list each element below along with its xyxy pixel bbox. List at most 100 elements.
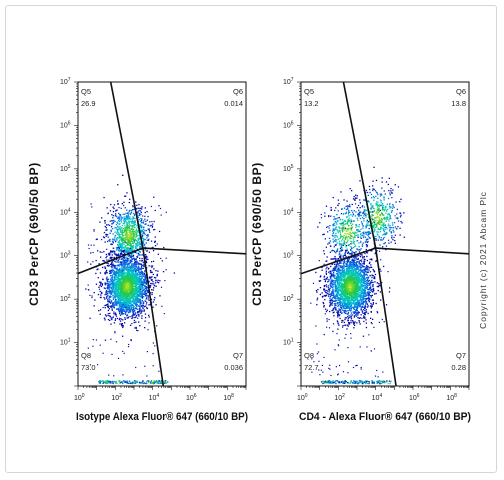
event-dot <box>163 246 165 249</box>
event-dot <box>107 309 109 312</box>
event-dot <box>134 223 136 225</box>
event-dot <box>140 311 142 313</box>
event-dot <box>125 239 127 241</box>
event-dot <box>105 304 107 306</box>
event-dot <box>127 289 129 292</box>
event-dot <box>120 228 122 230</box>
event-dot <box>351 203 353 206</box>
event-dot <box>99 344 101 346</box>
event-dot <box>335 244 337 246</box>
event-dot <box>146 289 149 292</box>
event-dot <box>121 302 123 304</box>
event-dot <box>124 257 126 260</box>
event-dot <box>380 237 382 239</box>
event-dot <box>160 381 162 384</box>
event-dot <box>109 302 112 304</box>
event-dot <box>142 293 145 295</box>
event-dot <box>388 230 391 232</box>
y-tick-label: 101 <box>60 338 71 347</box>
event-dot <box>85 288 87 290</box>
event-dot <box>360 234 362 236</box>
event-dot <box>127 238 129 241</box>
event-dot <box>128 285 130 287</box>
event-dot <box>90 263 92 265</box>
event-dot <box>335 264 338 266</box>
event-dot <box>148 381 150 384</box>
event-dot <box>113 207 115 210</box>
event-dot <box>107 285 109 287</box>
event-dot <box>106 259 108 261</box>
event-dot <box>340 310 342 312</box>
event-dot <box>354 308 356 311</box>
event-dot <box>125 245 127 247</box>
event-dot <box>137 317 139 319</box>
event-dot <box>319 287 322 289</box>
event-dot <box>137 252 140 255</box>
event-dot <box>135 314 138 317</box>
event-dot <box>130 274 132 276</box>
event-dot <box>127 297 129 299</box>
event-dot <box>150 271 152 274</box>
event-dot <box>348 306 350 308</box>
event-dot <box>118 239 121 241</box>
event-dot <box>132 271 134 274</box>
event-dot <box>121 242 124 244</box>
event-dot <box>135 327 137 329</box>
event-dot <box>87 347 89 349</box>
event-dot <box>360 211 362 213</box>
event-dot <box>120 258 123 260</box>
event-dot <box>152 382 154 385</box>
event-dot <box>151 220 153 223</box>
event-dot <box>139 295 141 298</box>
event-dot <box>139 298 141 300</box>
event-dot <box>387 183 389 186</box>
event-dot <box>367 282 369 285</box>
event-dot <box>363 232 365 234</box>
event-dot <box>120 253 122 255</box>
event-dot <box>144 229 146 232</box>
event-dot <box>345 305 347 308</box>
event-dot <box>141 282 143 284</box>
event-dot <box>368 200 370 202</box>
event-dot <box>116 279 118 281</box>
event-dot <box>128 295 130 297</box>
event-dot <box>124 260 126 262</box>
event-dot <box>148 380 150 382</box>
event-dot <box>396 218 399 220</box>
event-dot <box>129 301 131 303</box>
event-dot <box>136 252 138 254</box>
event-dot <box>120 218 122 221</box>
event-dot <box>158 380 160 383</box>
event-dot <box>129 236 131 238</box>
event-dot <box>129 286 131 288</box>
event-dot <box>346 307 349 309</box>
event-dot <box>144 290 146 293</box>
event-dot <box>125 288 128 290</box>
event-dot <box>142 230 144 232</box>
event-dot <box>123 216 125 218</box>
event-dot <box>128 289 130 291</box>
event-dot <box>111 380 113 383</box>
event-dot <box>148 251 150 253</box>
event-dot <box>128 222 130 224</box>
event-dot <box>125 275 127 277</box>
event-dot <box>120 285 123 287</box>
event-dot <box>111 289 114 291</box>
event-dot <box>126 290 128 292</box>
event-dot <box>126 215 128 217</box>
event-dot <box>358 263 360 265</box>
event-dot <box>114 237 116 239</box>
event-dot <box>367 288 369 290</box>
event-dot <box>131 282 133 285</box>
event-dot <box>122 267 125 269</box>
event-dot <box>361 292 363 295</box>
event-dot <box>100 283 102 285</box>
event-dot <box>344 317 346 319</box>
event-dot <box>363 297 365 300</box>
event-dot <box>141 208 143 210</box>
event-dot <box>147 224 149 226</box>
event-dot <box>141 254 143 256</box>
event-dot <box>113 303 115 305</box>
event-dot <box>124 237 126 239</box>
event-dot <box>105 292 107 294</box>
